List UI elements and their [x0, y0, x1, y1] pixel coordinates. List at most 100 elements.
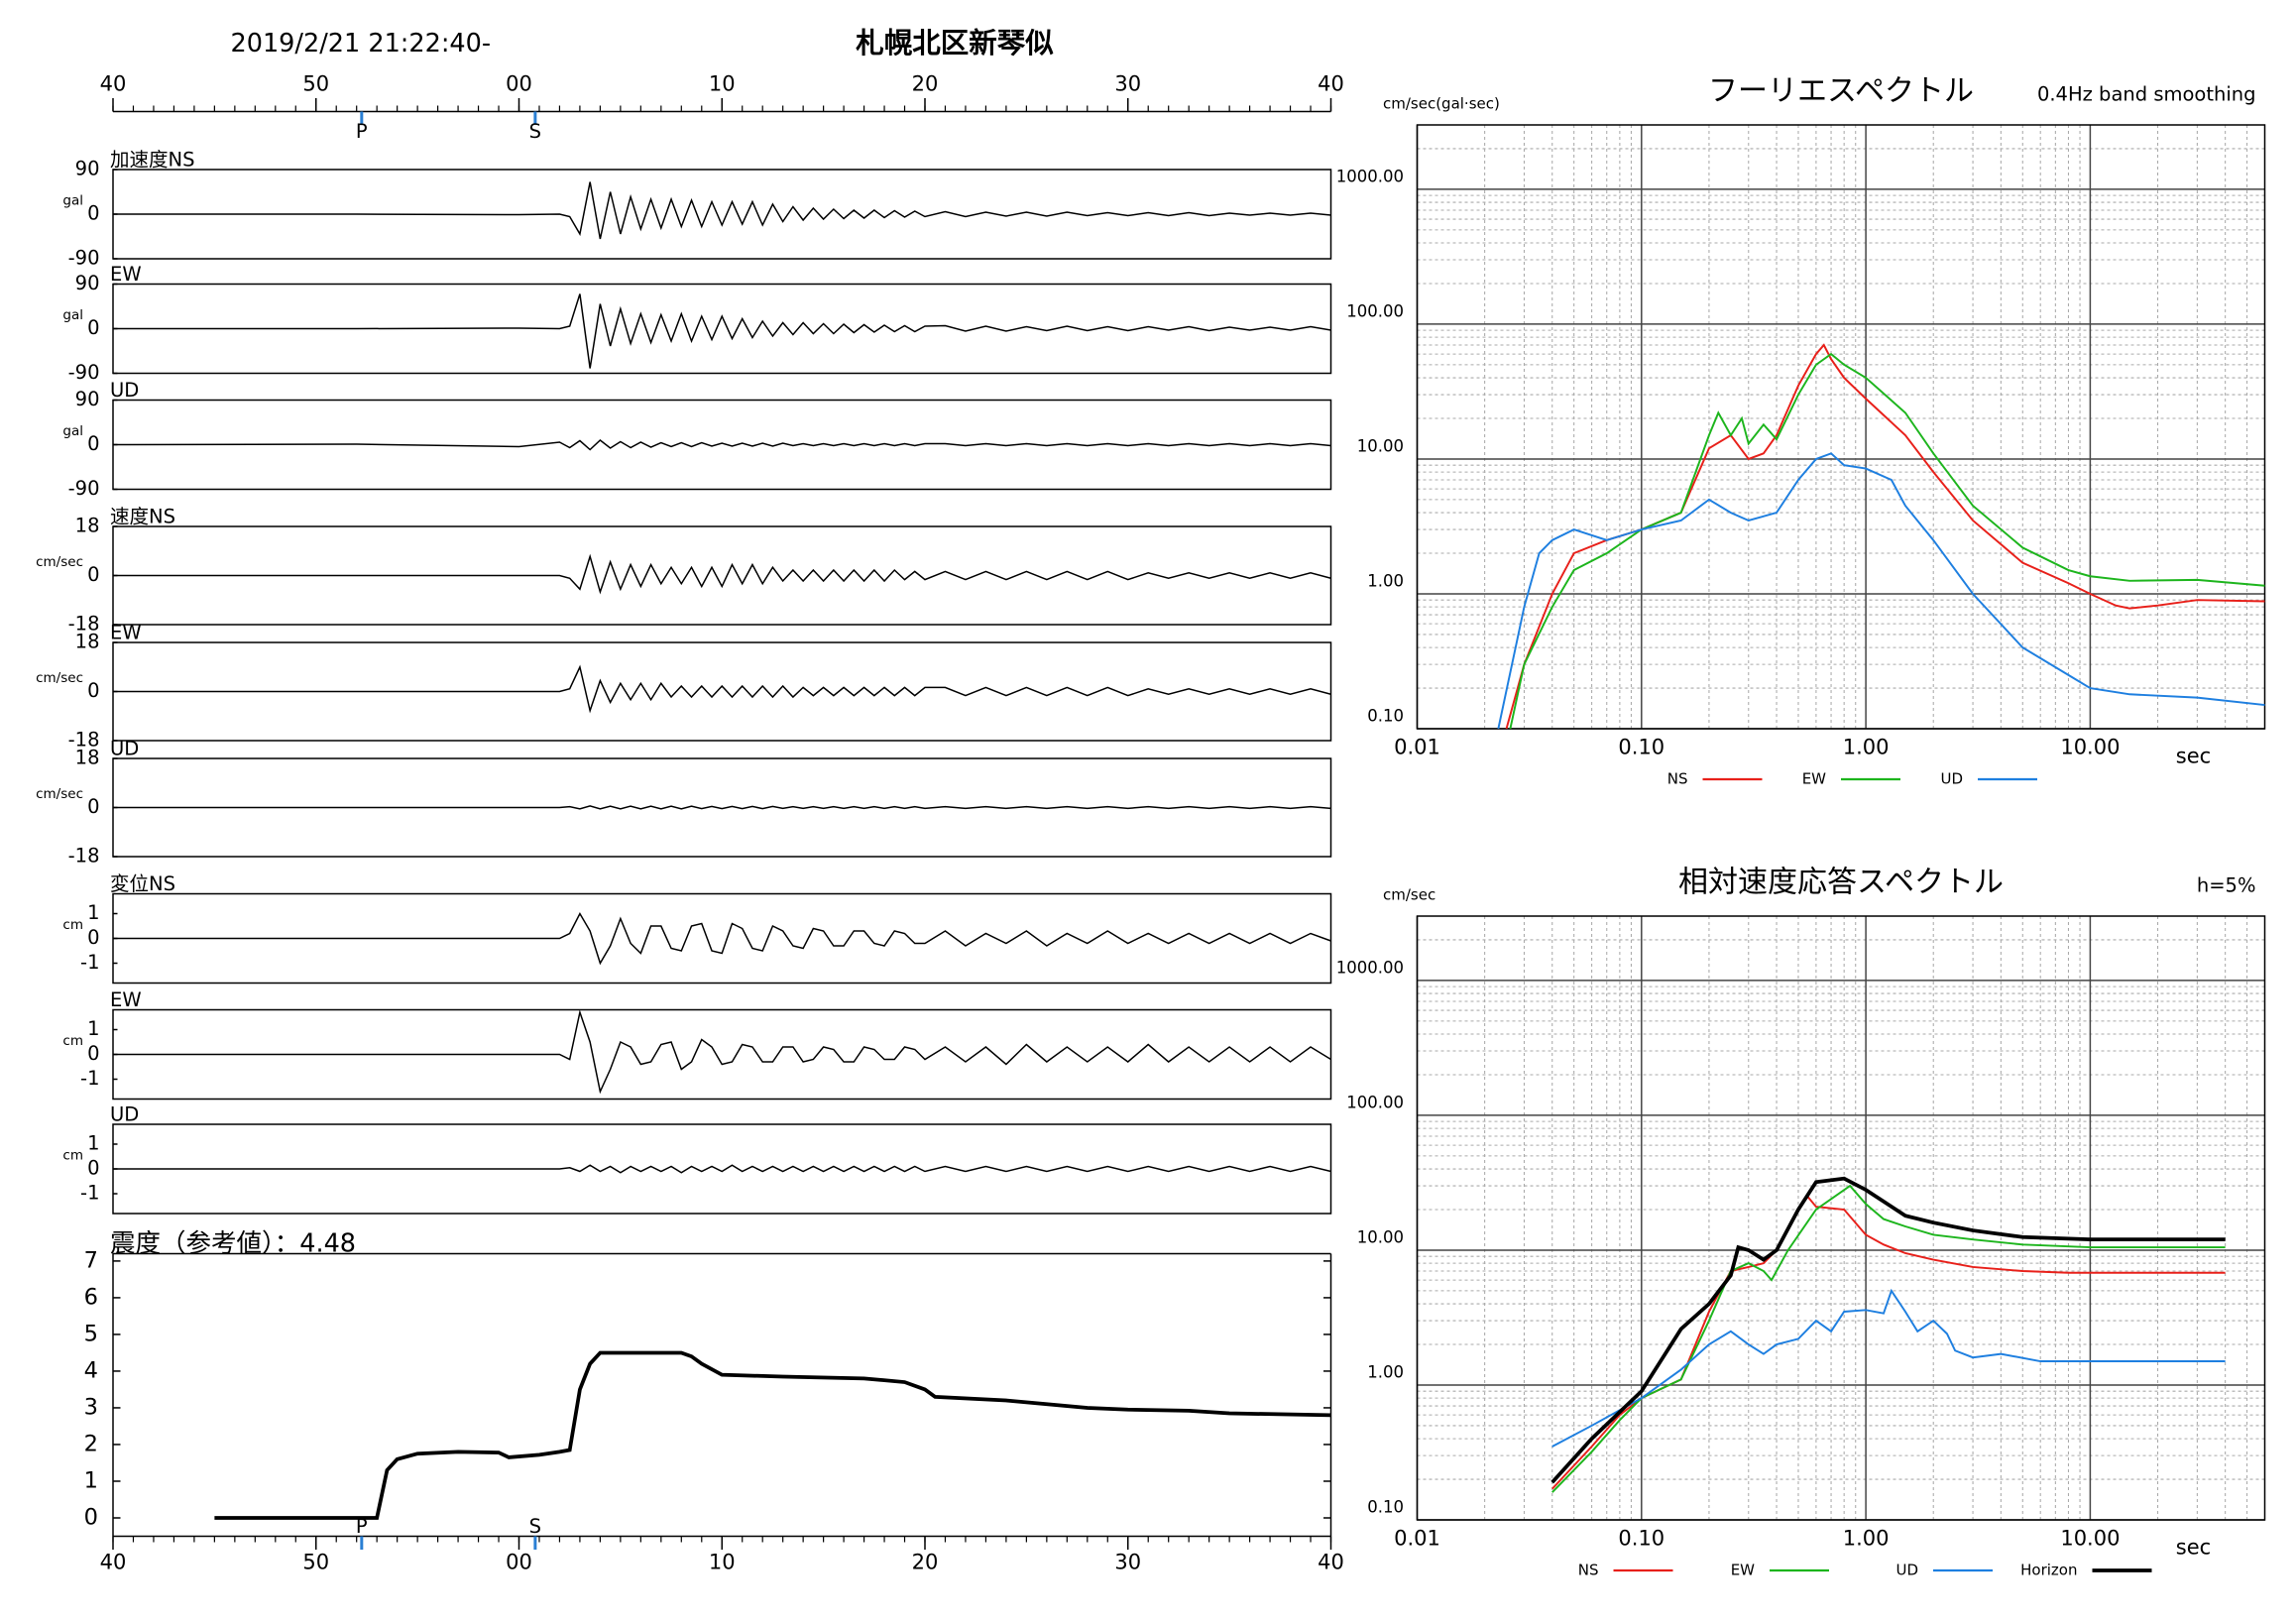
y-tick-label: 0	[87, 795, 99, 818]
x-tick-label: 10	[709, 72, 736, 96]
y-tick-label: 0	[87, 1157, 99, 1180]
y-tick-label: 6	[84, 1284, 98, 1310]
y-tick-label: 1.00	[1367, 571, 1404, 590]
y-tick-label: 10.00	[1357, 1227, 1404, 1246]
y-tick-label: 1	[84, 1467, 98, 1493]
waveform-trace	[112, 439, 1331, 451]
x-tick-label: 1.00	[1843, 736, 1890, 759]
waveform-trace	[113, 1009, 1331, 1095]
phase-label: P	[356, 1515, 368, 1538]
y-axis-label: cm/sec	[1383, 886, 1435, 904]
y-tick-label: 0.10	[1367, 707, 1404, 726]
x-tick-label: 0.01	[1394, 1527, 1440, 1551]
y-tick-label: 90	[75, 272, 100, 294]
spectrum-line	[1551, 1184, 2226, 1493]
spectrum-line	[1497, 452, 2265, 730]
chart-subtitle: 0.4Hz band smoothing	[2037, 83, 2256, 106]
y-tick-label: 0	[87, 316, 99, 339]
x-tick-label: 0.10	[1618, 1527, 1665, 1551]
y-tick-label: 18	[75, 515, 100, 537]
legend-label: UD	[1895, 1562, 1918, 1579]
x-tick-label: 30	[1114, 72, 1141, 96]
waveform-trace	[113, 911, 1331, 966]
legend-label: NS	[1667, 770, 1688, 788]
y-tick-label: 0	[87, 432, 99, 455]
x-tick-label: 40	[1318, 72, 1344, 96]
x-tick-label: 0.01	[1394, 736, 1440, 759]
y-tick-label: 1.00	[1367, 1362, 1404, 1381]
y-tick-label: 0	[87, 679, 99, 702]
unit-label: cm/sec	[36, 554, 83, 570]
y-tick-label: 90	[75, 388, 100, 410]
y-tick-label: 0	[87, 563, 99, 586]
x-tick-label: 40	[1318, 1551, 1344, 1574]
x-tick-label: 10.00	[2060, 736, 2120, 759]
spectrum-line	[1509, 352, 2265, 730]
y-tick-label: -90	[68, 477, 100, 500]
y-tick-label: 10.00	[1357, 436, 1404, 455]
y-tick-label: 0.10	[1367, 1498, 1404, 1517]
y-tick-label: 100.00	[1346, 1093, 1404, 1111]
y-tick-label: 18	[75, 747, 100, 769]
chart-title: 相対速度応答スペクトル	[1678, 866, 2004, 900]
waveform-trace	[113, 553, 1331, 595]
x-tick-label: 00	[506, 72, 532, 96]
y-tick-label: 0	[87, 1042, 99, 1065]
legend-label: EW	[1802, 770, 1826, 788]
y-tick-label: -1	[80, 951, 99, 974]
x-tick-label: 40	[100, 1551, 127, 1574]
y-tick-label: 0	[87, 926, 99, 949]
y-tick-label: 2	[84, 1431, 98, 1456]
unit-label: gal	[62, 307, 83, 323]
x-axis-label: sec	[2176, 745, 2211, 768]
intensity-line	[214, 1350, 1331, 1520]
x-tick-label: 10	[709, 1551, 736, 1574]
unit-label: gal	[62, 423, 83, 439]
y-tick-label: 1000.00	[1336, 958, 1404, 977]
unit-label: cm	[62, 1033, 83, 1049]
panel-title: 変位NS	[110, 872, 175, 895]
spectrum-line	[1550, 1176, 2226, 1484]
record-time: 2019/2/21 21:22:40-	[231, 29, 492, 58]
y-tick-label: 3	[84, 1394, 98, 1420]
x-tick-label: 40	[100, 72, 127, 96]
phase-label: S	[529, 1515, 541, 1538]
unit-label: cm/sec	[36, 786, 83, 802]
chart-title: フーリエスペクトル	[1708, 74, 1974, 109]
waveform-trace	[113, 1164, 1331, 1174]
waveform-trace	[113, 293, 1331, 369]
panel-title: 速度NS	[110, 506, 175, 528]
legend-label: Horizon	[2020, 1562, 2077, 1579]
y-tick-label: -18	[68, 729, 100, 752]
x-tick-label: 50	[302, 1551, 329, 1574]
unit-label: cm	[62, 1148, 83, 1164]
y-tick-label: 18	[75, 631, 100, 653]
legend-label: EW	[1731, 1562, 1755, 1579]
x-tick-label: 30	[1114, 1551, 1141, 1574]
y-tick-label: 4	[84, 1357, 98, 1383]
y-tick-label: 1	[87, 1017, 99, 1040]
unit-label: cm	[62, 917, 83, 933]
y-tick-label: 90	[75, 158, 100, 180]
y-tick-label: 7	[84, 1247, 98, 1273]
panel-title: EW	[110, 988, 142, 1011]
x-tick-label: 00	[506, 1551, 532, 1574]
panel-title: UD	[110, 1103, 139, 1126]
panel-title: 加速度NS	[110, 149, 194, 172]
y-tick-label: 1	[87, 1132, 99, 1155]
y-tick-label: -18	[68, 845, 100, 868]
chart-title: 震度（参考値）：4.48	[110, 1229, 356, 1259]
y-tick-label: 1	[87, 901, 99, 924]
waveform-trace	[113, 664, 1331, 714]
x-tick-label: 20	[912, 1551, 939, 1574]
x-tick-label: 10.00	[2060, 1527, 2120, 1551]
waveform-trace	[113, 805, 1331, 810]
x-tick-label: 0.10	[1618, 736, 1665, 759]
panel-title: EW	[110, 263, 142, 286]
y-tick-label: -90	[68, 247, 100, 270]
plot-frame	[1416, 124, 2266, 730]
phase-label: P	[356, 120, 368, 143]
y-tick-label: 100.00	[1346, 301, 1404, 320]
unit-label: gal	[62, 193, 83, 209]
